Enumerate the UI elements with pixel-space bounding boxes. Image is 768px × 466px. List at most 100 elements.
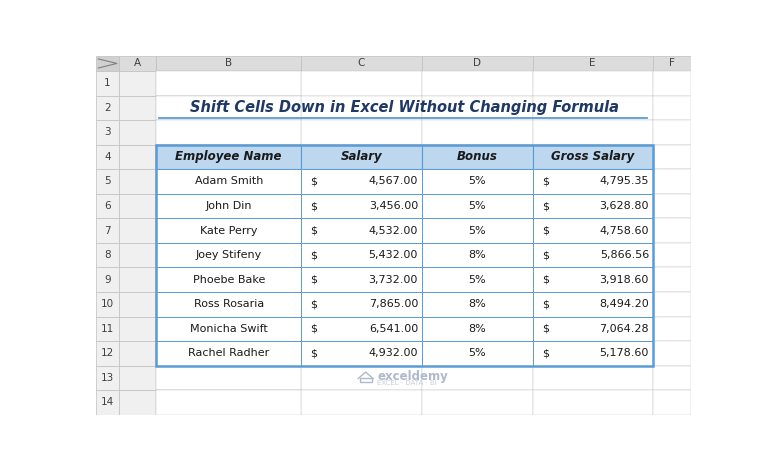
- Bar: [422, 56, 533, 71]
- Text: B: B: [225, 58, 232, 69]
- Bar: [533, 267, 653, 292]
- Bar: [96, 71, 119, 96]
- Bar: [119, 292, 156, 316]
- Bar: [653, 390, 691, 415]
- Text: 13: 13: [101, 373, 114, 383]
- Bar: [422, 243, 533, 267]
- Bar: [533, 218, 653, 243]
- Text: Adam Smith: Adam Smith: [194, 177, 263, 186]
- Bar: [119, 390, 156, 415]
- Text: 5%: 5%: [468, 274, 486, 285]
- Bar: [119, 169, 156, 194]
- Text: Employee Name: Employee Name: [175, 151, 282, 164]
- Bar: [653, 71, 691, 96]
- Text: $: $: [310, 226, 317, 236]
- Bar: [156, 96, 301, 120]
- Bar: [301, 390, 422, 415]
- Text: A: A: [134, 58, 141, 69]
- Bar: [533, 96, 653, 120]
- Bar: [96, 96, 119, 120]
- Text: 4,567.00: 4,567.00: [369, 177, 418, 186]
- Bar: [96, 194, 119, 218]
- Bar: [156, 218, 301, 243]
- Bar: [301, 71, 422, 96]
- Bar: [653, 366, 691, 390]
- Bar: [119, 71, 156, 96]
- Bar: [301, 218, 422, 243]
- Bar: [301, 243, 422, 267]
- Bar: [96, 243, 119, 267]
- Bar: [156, 267, 301, 292]
- Bar: [653, 316, 691, 341]
- Bar: [533, 341, 653, 366]
- Text: 3,732.00: 3,732.00: [369, 274, 418, 285]
- Text: 5%: 5%: [468, 226, 486, 236]
- Text: 10: 10: [101, 299, 114, 309]
- Text: $: $: [310, 274, 317, 285]
- Bar: [156, 120, 301, 144]
- Bar: [422, 267, 533, 292]
- Bar: [119, 96, 156, 120]
- Bar: [119, 267, 156, 292]
- Bar: [156, 316, 301, 341]
- Bar: [653, 218, 691, 243]
- Text: 2: 2: [104, 103, 111, 113]
- Text: $: $: [541, 250, 549, 260]
- Bar: [533, 56, 653, 71]
- Text: 5%: 5%: [468, 201, 486, 211]
- Bar: [156, 71, 301, 96]
- Bar: [422, 243, 533, 267]
- Bar: [96, 56, 119, 71]
- Bar: [96, 366, 119, 390]
- Bar: [653, 56, 691, 71]
- Bar: [96, 144, 119, 169]
- Bar: [156, 267, 301, 292]
- Text: 7,865.00: 7,865.00: [369, 299, 418, 309]
- Text: 5,178.60: 5,178.60: [600, 349, 649, 358]
- Bar: [422, 194, 533, 218]
- Bar: [156, 144, 301, 169]
- Bar: [653, 341, 691, 366]
- Bar: [533, 243, 653, 267]
- Text: Joey Stifeny: Joey Stifeny: [196, 250, 262, 260]
- Bar: [422, 194, 533, 218]
- Bar: [301, 169, 422, 194]
- Bar: [156, 292, 301, 316]
- Bar: [301, 144, 422, 169]
- Text: $: $: [541, 226, 549, 236]
- Bar: [156, 341, 301, 366]
- Bar: [156, 292, 301, 316]
- Text: C: C: [358, 58, 365, 69]
- Text: 8%: 8%: [468, 324, 486, 334]
- Bar: [156, 169, 301, 194]
- Bar: [533, 316, 653, 341]
- Bar: [533, 71, 653, 96]
- Text: $: $: [310, 299, 317, 309]
- Text: $: $: [541, 201, 549, 211]
- Bar: [533, 169, 653, 194]
- Text: $: $: [541, 349, 549, 358]
- Text: 7: 7: [104, 226, 111, 236]
- Text: 5,432.00: 5,432.00: [369, 250, 418, 260]
- Bar: [156, 71, 301, 96]
- Text: $: $: [310, 250, 317, 260]
- Bar: [119, 218, 156, 243]
- Text: 12: 12: [101, 349, 114, 358]
- Bar: [422, 390, 533, 415]
- Text: $: $: [310, 177, 317, 186]
- Bar: [422, 341, 533, 366]
- Bar: [422, 292, 533, 316]
- Bar: [301, 218, 422, 243]
- Text: Ross Rosaria: Ross Rosaria: [194, 299, 264, 309]
- Text: $: $: [541, 274, 549, 285]
- Text: Monicha Swift: Monicha Swift: [190, 324, 267, 334]
- Bar: [533, 144, 653, 169]
- Text: 9: 9: [104, 274, 111, 285]
- Text: 1: 1: [104, 78, 111, 88]
- Text: 3,918.60: 3,918.60: [600, 274, 649, 285]
- Bar: [653, 169, 691, 194]
- Bar: [119, 316, 156, 341]
- Bar: [653, 120, 691, 144]
- Bar: [156, 267, 301, 292]
- Bar: [119, 144, 156, 169]
